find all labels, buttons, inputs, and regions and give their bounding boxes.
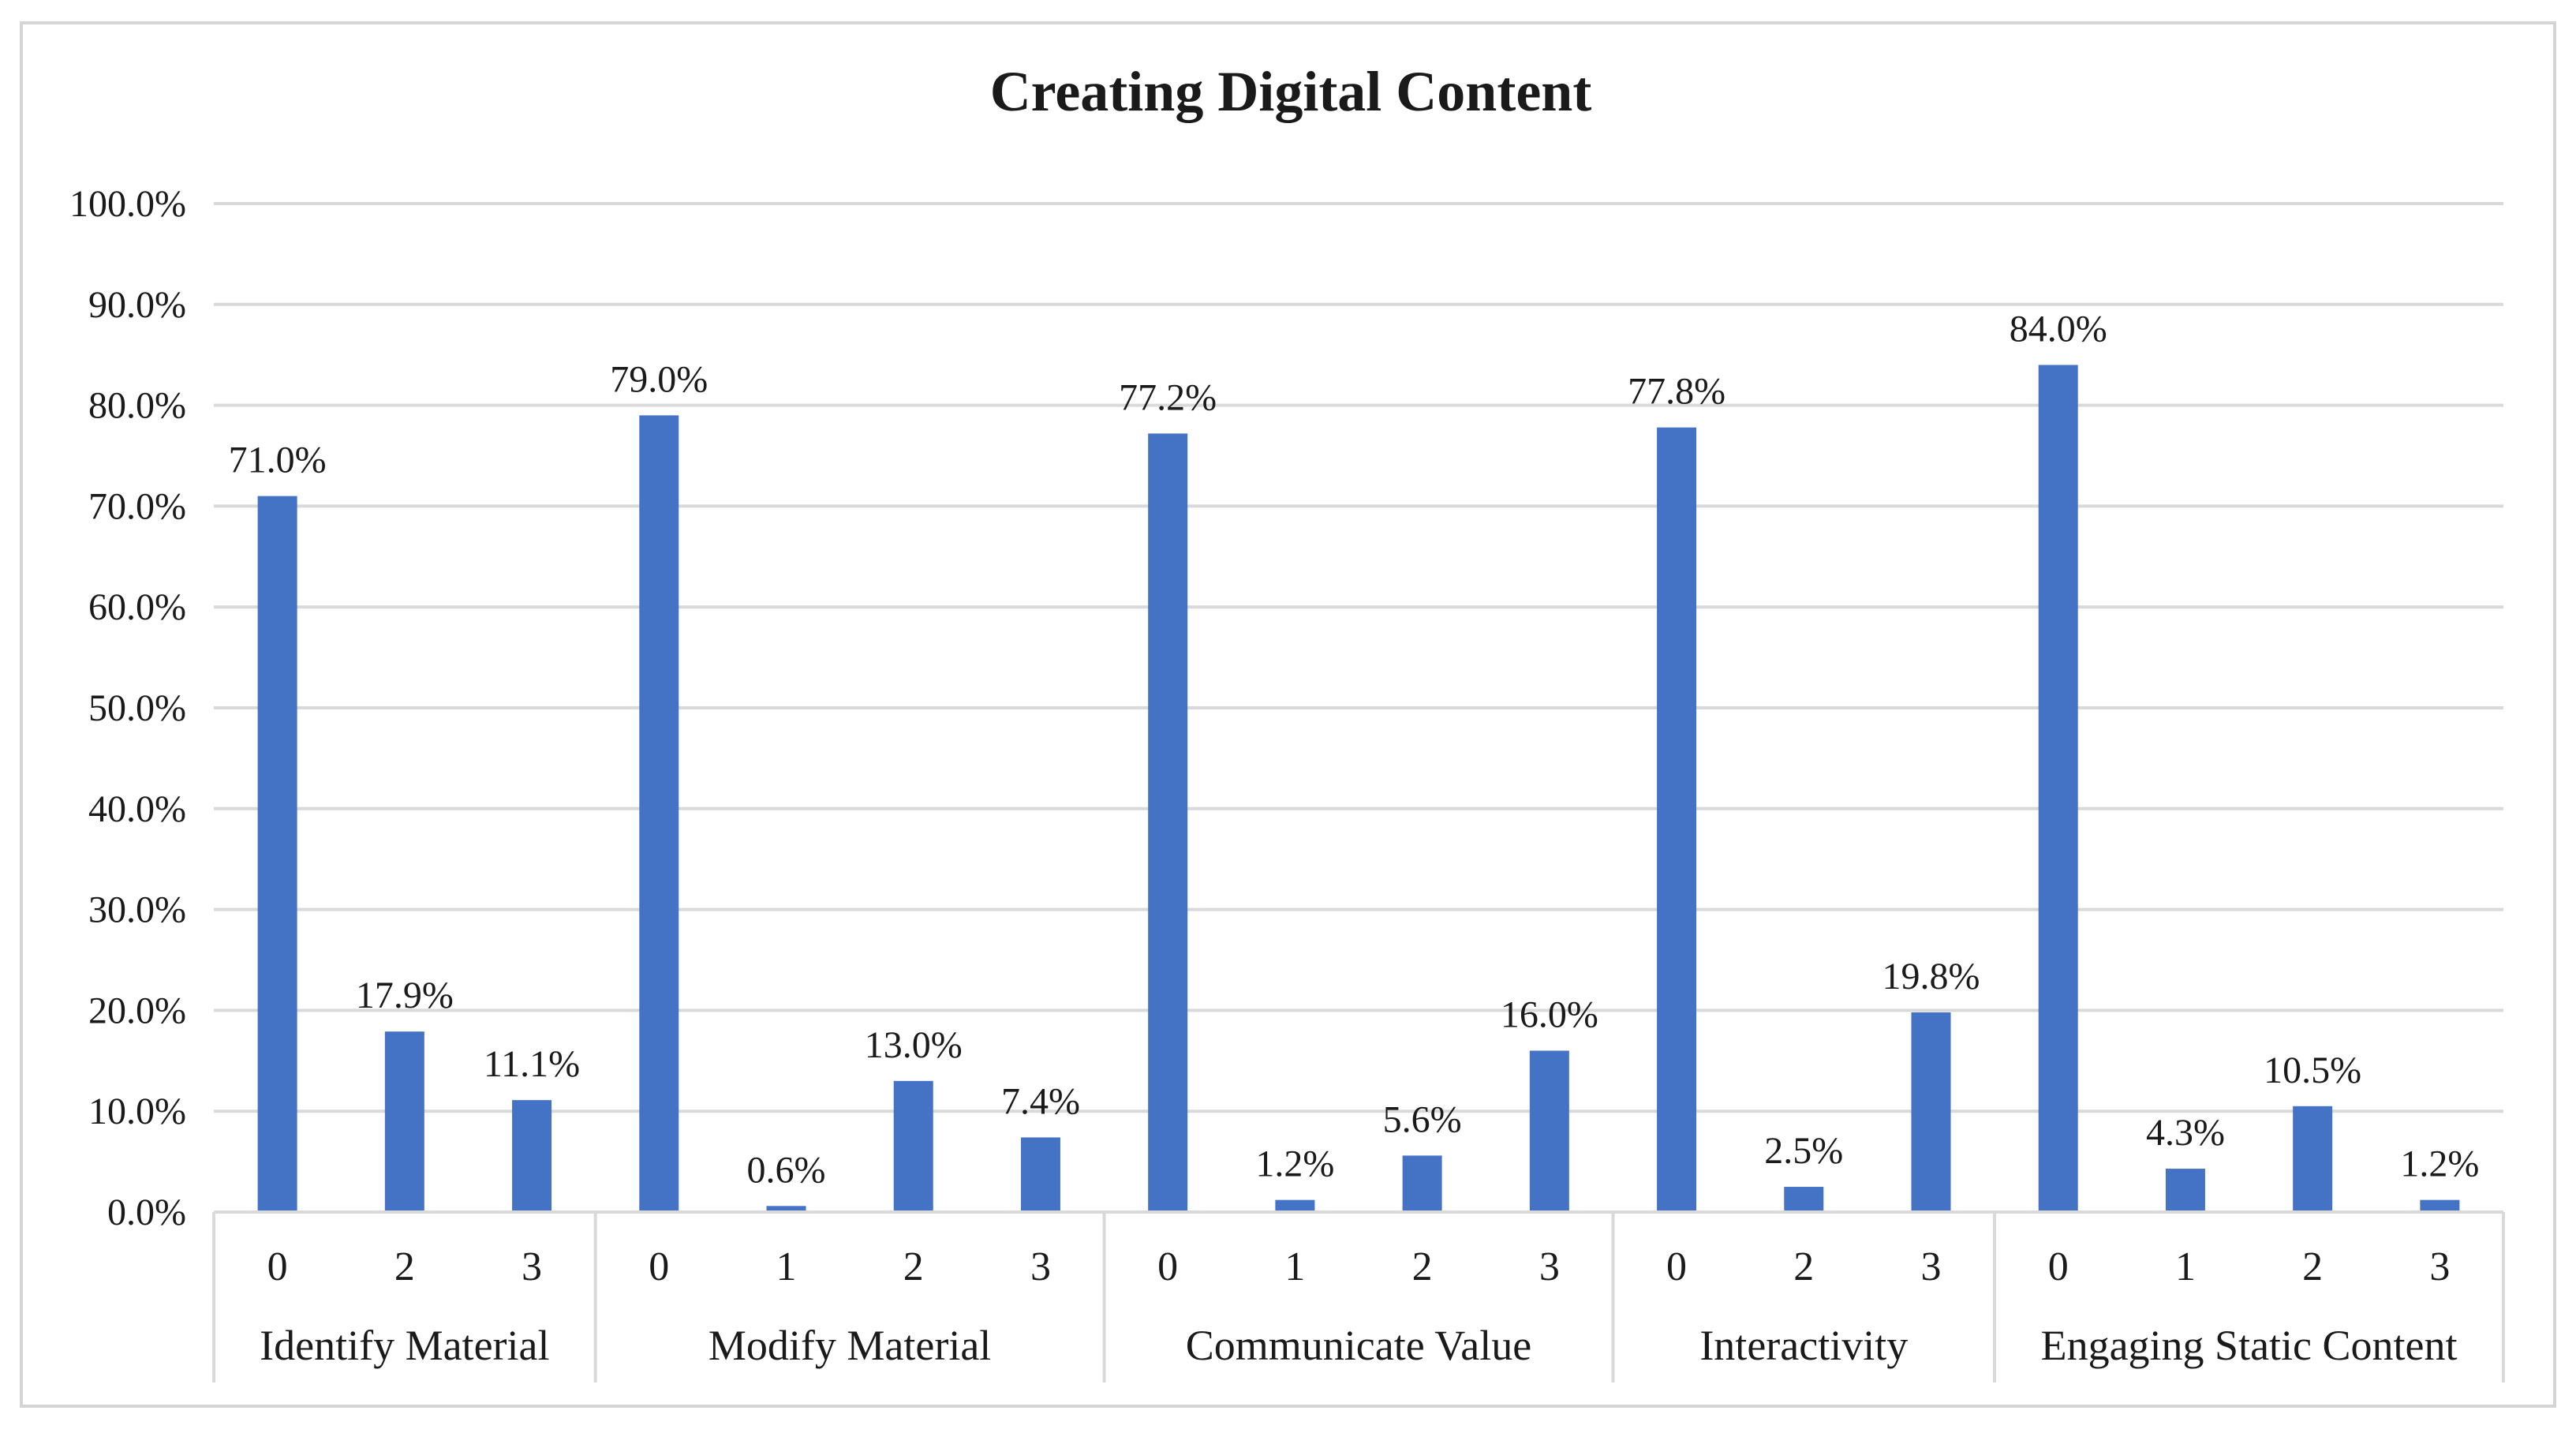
x-category-label: 3 <box>522 1244 542 1289</box>
data-label: 1.2% <box>1255 1143 1334 1185</box>
bar <box>512 1100 552 1212</box>
data-label: 1.2% <box>2400 1143 2479 1185</box>
bar <box>384 1031 424 1212</box>
y-tick-label: 50.0% <box>88 687 186 729</box>
gridlines <box>214 202 2503 1113</box>
data-label: 71.0% <box>229 440 327 481</box>
data-label: 0.6% <box>747 1149 826 1191</box>
x-category-label: 3 <box>2429 1244 2450 1289</box>
bars: 71.0% 17.9% 11.1% 79.0% 0.6% 13.0% 7.4% 77.2% 1.… <box>229 308 2479 1213</box>
y-tick-label: 20.0% <box>88 990 186 1031</box>
y-axis: 0.0% 10.0% 20.0% 30.0% 40.0% 50.0% 60.0% 70.0% 8… <box>69 183 186 1233</box>
x-category-label: 2 <box>2302 1244 2323 1289</box>
data-label: 79.0% <box>610 358 708 400</box>
data-label: 77.2% <box>1119 376 1217 418</box>
x-category-label: 0 <box>1157 1244 1178 1289</box>
x-group-label: Interactivity <box>1699 1322 1908 1369</box>
bar <box>1020 1137 1060 1212</box>
chart-frame <box>20 21 2556 1408</box>
x-group-label: Engaging Static Content <box>2041 1322 2458 1369</box>
data-label: 10.5% <box>2264 1049 2361 1091</box>
x-category-label: 1 <box>2175 1244 2196 1289</box>
bar <box>1275 1199 1315 1212</box>
bar <box>1402 1155 1442 1212</box>
bar <box>2165 1169 2205 1212</box>
x-category-label: 0 <box>2048 1244 2069 1289</box>
bar <box>893 1080 933 1212</box>
data-label: 4.3% <box>2146 1112 2225 1154</box>
x-category-label: 3 <box>1030 1244 1051 1289</box>
data-label: 77.8% <box>1628 371 1725 413</box>
y-tick-label: 40.0% <box>88 788 186 830</box>
bar <box>766 1206 806 1212</box>
x-group-label: Modify Material <box>708 1322 991 1369</box>
x-group-label: Identify Material <box>260 1322 549 1369</box>
x-category-label: 2 <box>903 1244 924 1289</box>
bar <box>2420 1199 2460 1212</box>
data-label: 13.0% <box>865 1024 963 1066</box>
bar <box>257 496 297 1212</box>
data-label: 17.9% <box>356 975 454 1016</box>
x-category-label: 1 <box>1284 1244 1305 1289</box>
y-tick-label: 0.0% <box>107 1192 186 1233</box>
bar <box>639 415 679 1212</box>
bar <box>2293 1106 2333 1212</box>
x-category-label: 1 <box>776 1244 797 1289</box>
x-category-label: 0 <box>267 1244 288 1289</box>
y-tick-label: 10.0% <box>88 1091 186 1132</box>
data-label: 84.0% <box>2010 308 2107 350</box>
data-label: 5.6% <box>1383 1098 1462 1140</box>
data-label: 11.1% <box>484 1043 580 1085</box>
bar <box>1911 1012 1951 1212</box>
bar <box>1784 1187 1824 1212</box>
x-category-label: 2 <box>394 1244 415 1289</box>
y-tick-label: 100.0% <box>69 183 186 225</box>
y-tick-label: 30.0% <box>88 889 186 931</box>
x-group-label: Communicate Value <box>1186 1322 1531 1369</box>
bar <box>1657 427 1697 1212</box>
x-category-label: 0 <box>649 1244 669 1289</box>
x-category-label: 2 <box>1793 1244 1814 1289</box>
bar <box>1529 1050 1569 1212</box>
data-label: 16.0% <box>1501 994 1598 1036</box>
data-label: 2.5% <box>1764 1130 1843 1172</box>
data-label: 19.8% <box>1882 956 1980 997</box>
x-category-label: 3 <box>1921 1244 1942 1289</box>
y-tick-label: 70.0% <box>88 485 186 527</box>
bar <box>2038 365 2078 1213</box>
y-tick-label: 80.0% <box>88 385 186 427</box>
x-category-label: 2 <box>1412 1244 1433 1289</box>
x-category-label: 0 <box>1666 1244 1687 1289</box>
chart-title: Creating Digital Content <box>990 60 1592 123</box>
bar <box>1148 433 1188 1212</box>
x-axis: 0 2 3 Identify Material 0 1 2 3 Modify Material 0… <box>212 1210 2505 1382</box>
x-category-label: 3 <box>1539 1244 1560 1289</box>
data-label: 7.4% <box>1001 1080 1080 1122</box>
y-tick-label: 60.0% <box>88 586 186 628</box>
y-tick-label: 90.0% <box>88 284 186 326</box>
